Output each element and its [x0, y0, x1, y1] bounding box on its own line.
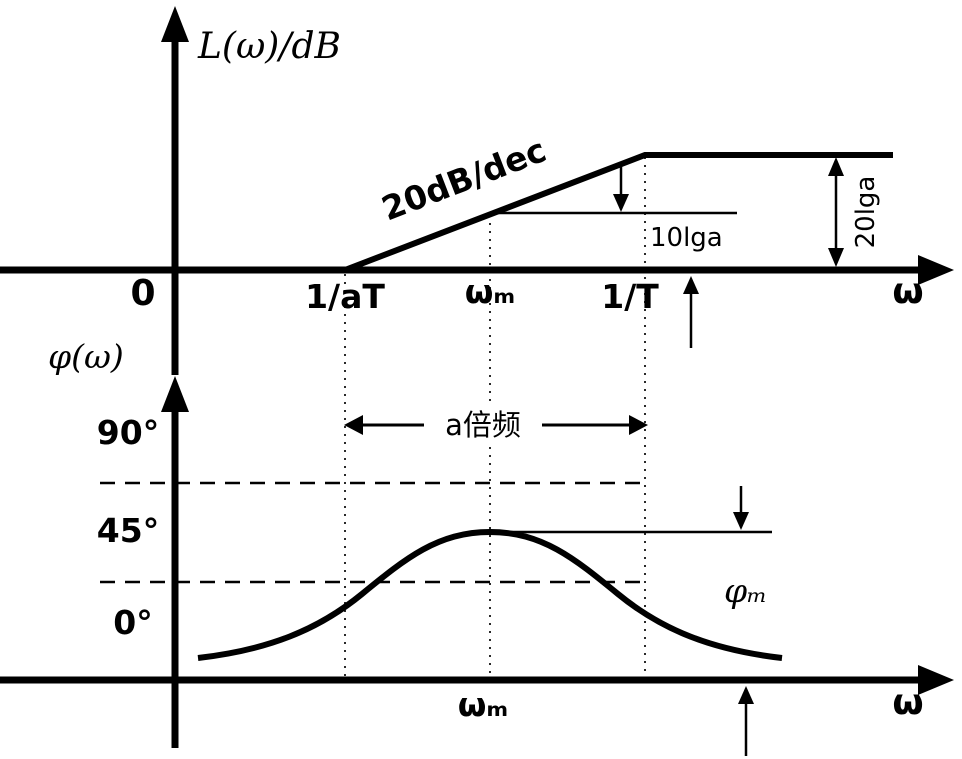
bandwidth-label: a倍频 [445, 408, 521, 442]
down-arrow-icon [733, 512, 749, 530]
down-arrow-icon [613, 194, 629, 212]
right-arrow-icon [629, 415, 648, 435]
peak-phase-label: φₘ [724, 571, 767, 610]
phase-y-axis-arrow-icon [161, 376, 189, 412]
magnitude-y-axis-arrow-icon [161, 6, 189, 42]
magnitude-x-axis-arrow-icon [918, 255, 954, 285]
up-arrow-icon [683, 276, 699, 294]
tick-omega-m-top: ωₘ [465, 272, 516, 311]
down-arrow-icon [828, 248, 844, 267]
phase-y-axis-label: φ(ω) [48, 337, 124, 376]
max-gain-label: 20lga [851, 176, 881, 249]
up-arrow-icon [738, 686, 754, 704]
tick-0deg: 0° [113, 603, 152, 642]
magnitude-curve [343, 152, 893, 273]
magnitude-y-axis-label: L(ω)/dB [197, 26, 341, 67]
magnitude-plot: L(ω)/dB 20dB/dec 10lga 20lga 0 1/aT ωₘ 1… [0, 6, 954, 375]
tick-1-over-aT: 1/aT [305, 277, 385, 316]
left-arrow-icon [344, 415, 363, 435]
tick-omega-m-bottom: ωₘ [458, 685, 509, 724]
half-gain-label: 10lga [650, 223, 723, 253]
tick-90deg: 90° [97, 413, 159, 452]
tick-45deg: 45° [97, 511, 159, 550]
bandwidth-label-backdrop [424, 404, 542, 444]
magnitude-x-axis-label: ω [892, 271, 923, 312]
up-arrow-icon [828, 157, 844, 176]
origin-label: 0 [130, 273, 155, 314]
phase-x-axis-arrow-icon [918, 665, 954, 695]
phase-x-axis-label: ω [892, 682, 923, 723]
phase-plot: φ(ω) 90° 45° 0° a倍频 φₘ ωₘ ω [0, 337, 954, 756]
tick-1-over-T: 1/T [601, 277, 659, 316]
